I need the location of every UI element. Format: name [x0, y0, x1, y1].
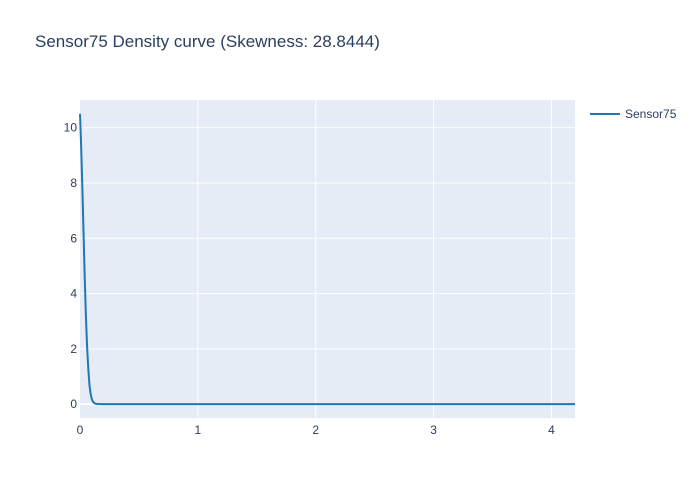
series-layer [79, 113, 575, 406]
series-line-sensor75[interactable] [79, 113, 575, 406]
x-tick-label: 3 [430, 423, 437, 437]
x-tick-label: 0 [77, 423, 84, 437]
x-tick-label: 1 [195, 423, 202, 437]
y-tick-label: 10 [64, 121, 78, 135]
y-tick-label: 6 [70, 231, 77, 245]
y-tick-label: 2 [70, 342, 77, 356]
y-tick-label: 0 [70, 397, 77, 411]
x-axis-ticks: 0 1 2 3 4 [77, 423, 555, 437]
legend-label: Sensor75 [625, 107, 677, 121]
chart-title: Sensor75 Density curve (Skewness: 28.844… [35, 32, 380, 51]
legend[interactable]: Sensor75 [590, 107, 677, 121]
x-tick-label: 4 [548, 423, 555, 437]
plot-background [80, 100, 575, 418]
y-tick-label: 4 [70, 287, 77, 301]
y-tick-label: 8 [70, 176, 77, 190]
y-axis-ticks: 0 2 4 6 8 10 [64, 121, 78, 412]
x-tick-label: 2 [312, 423, 319, 437]
legend-item[interactable]: Sensor75 [590, 107, 677, 121]
